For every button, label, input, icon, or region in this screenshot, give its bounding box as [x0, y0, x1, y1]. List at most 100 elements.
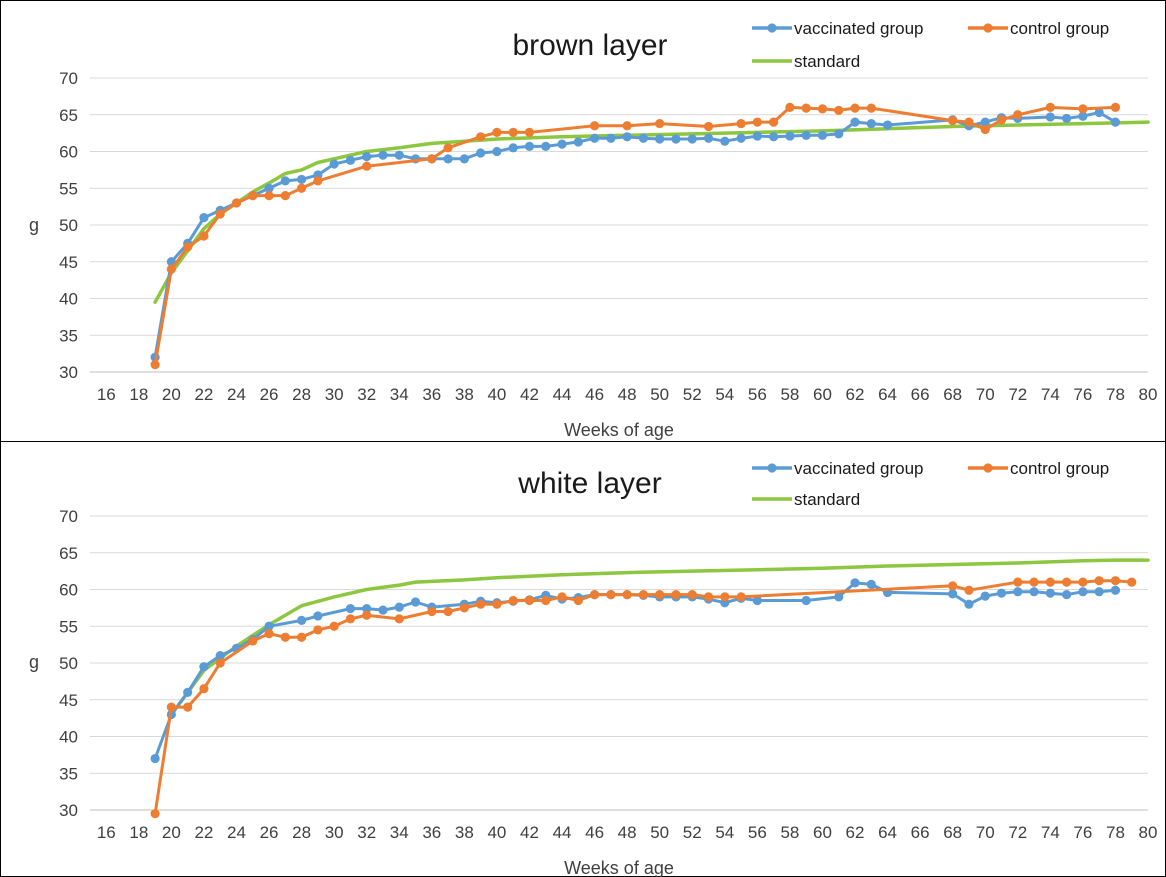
data-point-vaccinated-group: [1094, 587, 1104, 597]
data-point-control-group: [183, 702, 193, 712]
data-point-vaccinated-group: [508, 143, 518, 153]
data-point-vaccinated-group: [459, 154, 469, 164]
data-point-control-group: [492, 599, 502, 609]
x-tick-label: 78: [1106, 385, 1125, 404]
x-tick-label: 80: [1139, 823, 1158, 842]
data-point-vaccinated-group: [476, 148, 486, 158]
legend-item-standard: standard: [752, 52, 860, 71]
data-point-vaccinated-group: [752, 131, 762, 141]
data-point-vaccinated-group: [589, 133, 600, 143]
data-point-vaccinated-group: [378, 150, 388, 160]
data-point-vaccinated-group: [362, 152, 372, 162]
data-point-control-group: [215, 658, 225, 668]
data-point-control-group: [769, 117, 779, 127]
series-line-vaccinated-group: [153, 581, 1117, 760]
data-point-control-group: [948, 581, 958, 591]
data-point-control-group: [606, 590, 616, 600]
y-tick-label: 50: [59, 216, 78, 235]
x-tick-label: 74: [1041, 823, 1060, 842]
data-point-control-group: [687, 590, 697, 600]
data-point-control-group: [459, 603, 469, 613]
data-point-vaccinated-group: [443, 154, 453, 164]
data-point-control-group: [785, 102, 795, 112]
data-point-vaccinated-group: [866, 579, 876, 589]
data-point-vaccinated-group: [1110, 117, 1121, 127]
data-point-vaccinated-group: [378, 605, 388, 615]
data-point-control-group: [280, 632, 290, 642]
data-point-control-group: [166, 702, 176, 712]
data-point-vaccinated-group: [817, 130, 828, 140]
data-point-control-group: [671, 590, 681, 600]
data-point-control-group: [427, 606, 437, 617]
data-point-control-group: [476, 599, 486, 609]
data-point-control-group: [964, 117, 974, 127]
y-tick-label: 40: [59, 728, 78, 747]
data-point-control-group: [280, 191, 290, 201]
x-tick-label: 20: [162, 385, 181, 404]
x-tick-label: 38: [455, 385, 474, 404]
data-point-vaccinated-group: [882, 120, 893, 130]
data-point-control-group: [443, 143, 453, 153]
data-point-control-group: [313, 625, 323, 635]
data-point-vaccinated-group: [183, 687, 193, 698]
x-tick-label: 20: [162, 823, 181, 842]
data-point-control-group: [443, 606, 453, 617]
x-tick-label: 38: [455, 823, 474, 842]
data-point-control-group: [231, 198, 242, 208]
x-tick-label: 30: [325, 823, 344, 842]
data-point-vaccinated-group: [980, 591, 990, 601]
data-point-control-group: [1078, 577, 1088, 587]
x-tick-label: 62: [846, 385, 865, 404]
data-point-control-group: [166, 264, 176, 274]
data-point-control-group: [557, 592, 567, 602]
x-tick-label: 56: [748, 823, 767, 842]
data-point-control-group: [655, 118, 665, 129]
legend-label: control group: [1010, 19, 1109, 38]
data-point-control-group: [1013, 110, 1023, 120]
data-point-control-group: [492, 127, 502, 137]
x-tick-label: 78: [1106, 823, 1125, 842]
data-point-control-group: [199, 231, 209, 241]
x-tick-label: 60: [813, 823, 832, 842]
data-point-control-group: [996, 115, 1007, 125]
data-point-vaccinated-group: [297, 615, 307, 625]
x-tick-label: 50: [650, 823, 669, 842]
x-tick-label: 40: [487, 385, 506, 404]
data-point-vaccinated-group: [752, 595, 762, 606]
white-panel: 30 35 40 45 50 55 60 65 70 16 18 20 22 24 26 28 30 32 34 36…: [29, 459, 1157, 877]
x-tick-label: 44: [553, 385, 572, 404]
data-point-vaccinated-group: [524, 141, 535, 151]
legend-label: standard: [794, 490, 860, 509]
x-tick-label: 72: [1008, 823, 1027, 842]
x-tick-label: 64: [878, 823, 897, 842]
x-tick-label: 70: [976, 823, 995, 842]
data-point-vaccinated-group: [280, 176, 290, 186]
series-line-standard: [169, 558, 1150, 717]
legend-item-vaccinated-group: vaccinated group: [752, 19, 923, 38]
data-point-vaccinated-group: [801, 130, 811, 140]
data-point-control-group: [1094, 576, 1104, 586]
x-tick-label: 46: [585, 823, 604, 842]
data-point-vaccinated-group: [345, 604, 356, 614]
data-point-vaccinated-group: [345, 155, 356, 165]
x-tick-label: 18: [129, 823, 148, 842]
x-tick-label: 58: [780, 823, 799, 842]
data-point-control-group: [524, 595, 535, 606]
data-point-control-group: [1029, 577, 1039, 587]
data-point-control-group: [313, 176, 323, 186]
data-point-control-group: [1045, 577, 1055, 587]
x-tick-label: 24: [227, 385, 246, 404]
legend-label: vaccinated group: [794, 459, 923, 478]
data-point-vaccinated-group: [850, 117, 860, 127]
data-point-vaccinated-group: [492, 146, 502, 157]
x-tick-label: 42: [520, 823, 539, 842]
x-tick-label: 66: [911, 823, 930, 842]
x-axis-label: Weeks of age: [564, 420, 674, 440]
x-tick-label: 52: [683, 385, 702, 404]
data-point-vaccinated-group: [736, 133, 746, 143]
data-point-control-group: [980, 124, 990, 135]
data-point-control-group: [427, 154, 437, 164]
data-point-vaccinated-group: [1094, 107, 1104, 118]
data-point-vaccinated-group: [850, 578, 860, 588]
x-tick-label: 16: [97, 823, 116, 842]
